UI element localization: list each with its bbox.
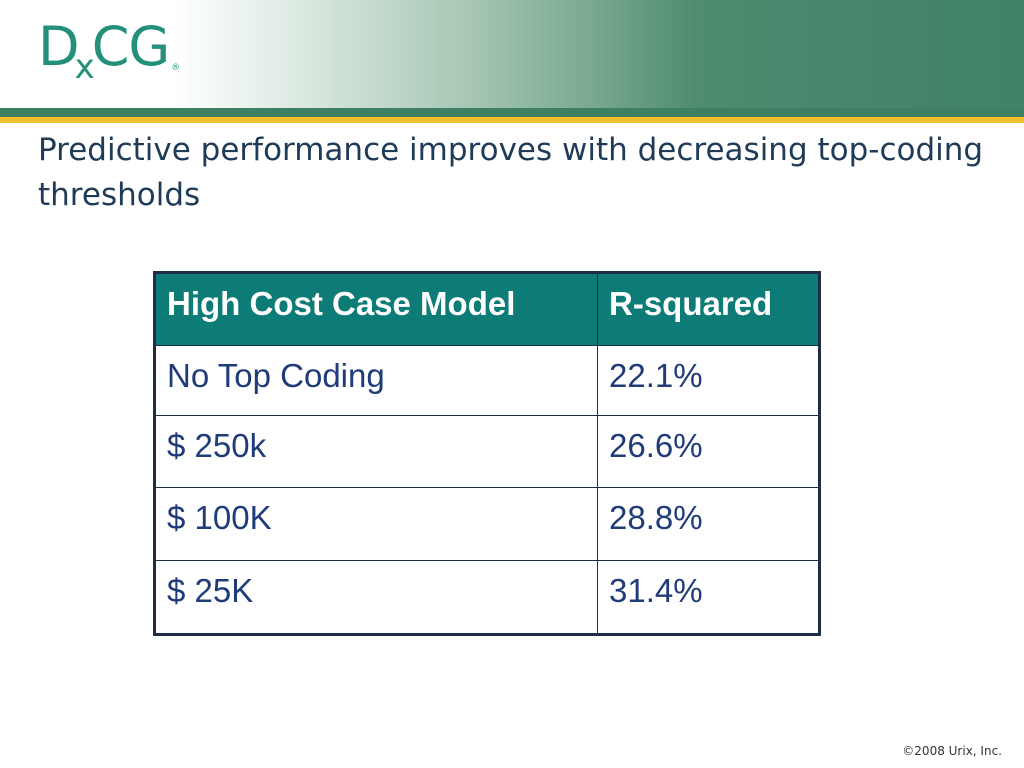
registered-mark: ® [171,63,180,73]
r-squared-cell: 28.8% [597,487,820,561]
r-squared-cell: 26.6% [597,415,820,488]
table-row: No Top Coding 22.1% [154,345,820,416]
header-rule-gold [0,117,1024,123]
copyright-footer: ©2008 Urix, Inc. [902,744,1002,758]
results-table: High Cost Case Model R-squared No Top Co… [153,271,821,636]
model-cell: $ 250k [154,415,598,488]
header-band [0,0,1024,108]
header-rule-green [0,108,1024,117]
logo-letter-d: D [38,15,80,78]
column-header-r-squared: R-squared [597,272,820,346]
column-header-model: High Cost Case Model [154,272,598,346]
r-squared-cell: 22.1% [597,345,820,416]
table-row: $ 100K 28.8% [154,487,820,561]
table-header-row: High Cost Case Model R-squared [154,272,820,346]
logo-letters-cg: CG [91,15,171,78]
dxcg-logo: D x CG ® [38,15,180,90]
table-row: $ 25K 31.4% [154,560,820,635]
logo-letter-x: x [74,47,95,87]
model-cell: No Top Coding [154,345,598,416]
model-cell: $ 100K [154,487,598,561]
model-cell: $ 25K [154,560,598,635]
r-squared-cell: 31.4% [597,560,820,635]
slide-title: Predictive performance improves with dec… [38,132,984,213]
table-row: $ 250k 26.6% [154,415,820,488]
